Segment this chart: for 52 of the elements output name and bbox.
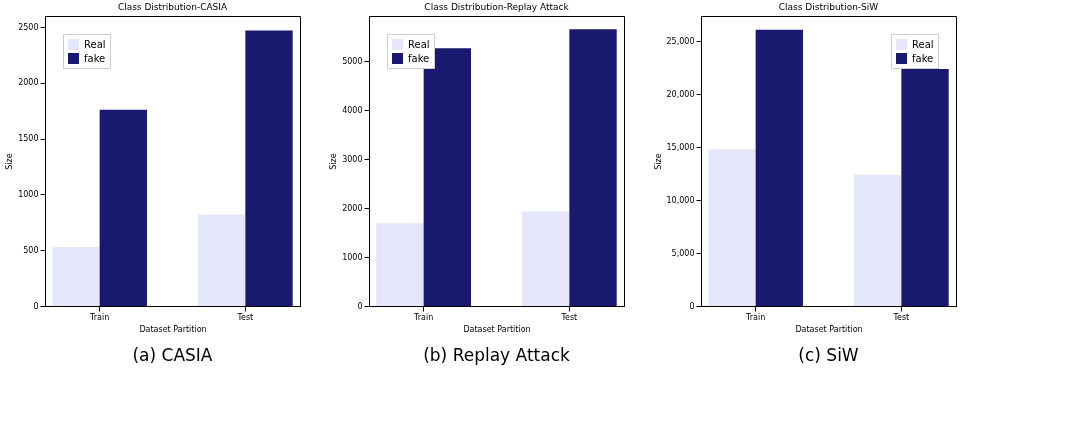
bar [52,246,100,306]
text: (a) CASIA [132,345,213,365]
y-tick-label: 0 [689,301,695,311]
y-tick-label: 3000 [342,154,363,164]
x-axis-title: Dataset Partition [139,324,207,334]
y-tick-label: 1000 [342,252,363,262]
y-axis-title: Size [653,153,663,170]
legend-label: Real [84,38,106,50]
x-axis-title: Dataset Partition [463,324,531,334]
legend-label: fake [912,52,934,64]
y-tick-label: 5,000 [671,248,695,258]
x-tick-label: Test [892,312,910,322]
x-tick-label: Train [745,312,766,322]
legend-label: Real [408,38,430,50]
bar [755,29,803,306]
legend-label: fake [408,52,430,64]
y-tick-label: 25,000 [666,36,695,46]
y-axis-title: Size [5,153,15,170]
y-axis-title: Size [329,153,339,170]
y-tick-label: 20,000 [666,89,695,99]
bar [99,109,147,306]
legend-label: fake [84,52,106,64]
y-tick-label: 10,000 [666,195,695,205]
bar [198,214,246,306]
y-tick-label: 0 [33,301,39,311]
bar [522,211,570,306]
bar [854,174,902,306]
bar [569,29,617,306]
text: (b) Replay Attack [423,345,570,365]
text: (c) SiW [798,345,859,365]
bar [245,30,293,306]
bar [376,223,424,306]
y-tick-label: 2500 [18,22,39,32]
x-tick-label: Test [560,312,578,322]
x-tick-label: Test [236,312,254,322]
y-tick-label: 2000 [18,78,39,88]
y-tick-label: 500 [23,245,39,255]
x-axis-title: Dataset Partition [795,324,863,334]
y-tick-label: 2000 [342,203,363,213]
chart-title: Class Distribution-Replay Attack [424,2,570,12]
y-tick-label: 15,000 [666,142,695,152]
y-tick-label: 5000 [342,56,363,66]
chart-title: Class Distribution-CASIA [117,2,228,12]
y-tick-label: 0 [357,301,363,311]
y-tick-label: 1000 [18,189,39,199]
y-tick-label: 1500 [18,134,39,144]
x-tick-label: Train [413,312,434,322]
legend-label: Real [912,38,934,50]
bar [708,149,756,306]
y-tick-label: 4000 [342,105,363,115]
chart-title: Class Distribution-SiW [778,2,879,12]
x-tick-label: Train [89,312,110,322]
